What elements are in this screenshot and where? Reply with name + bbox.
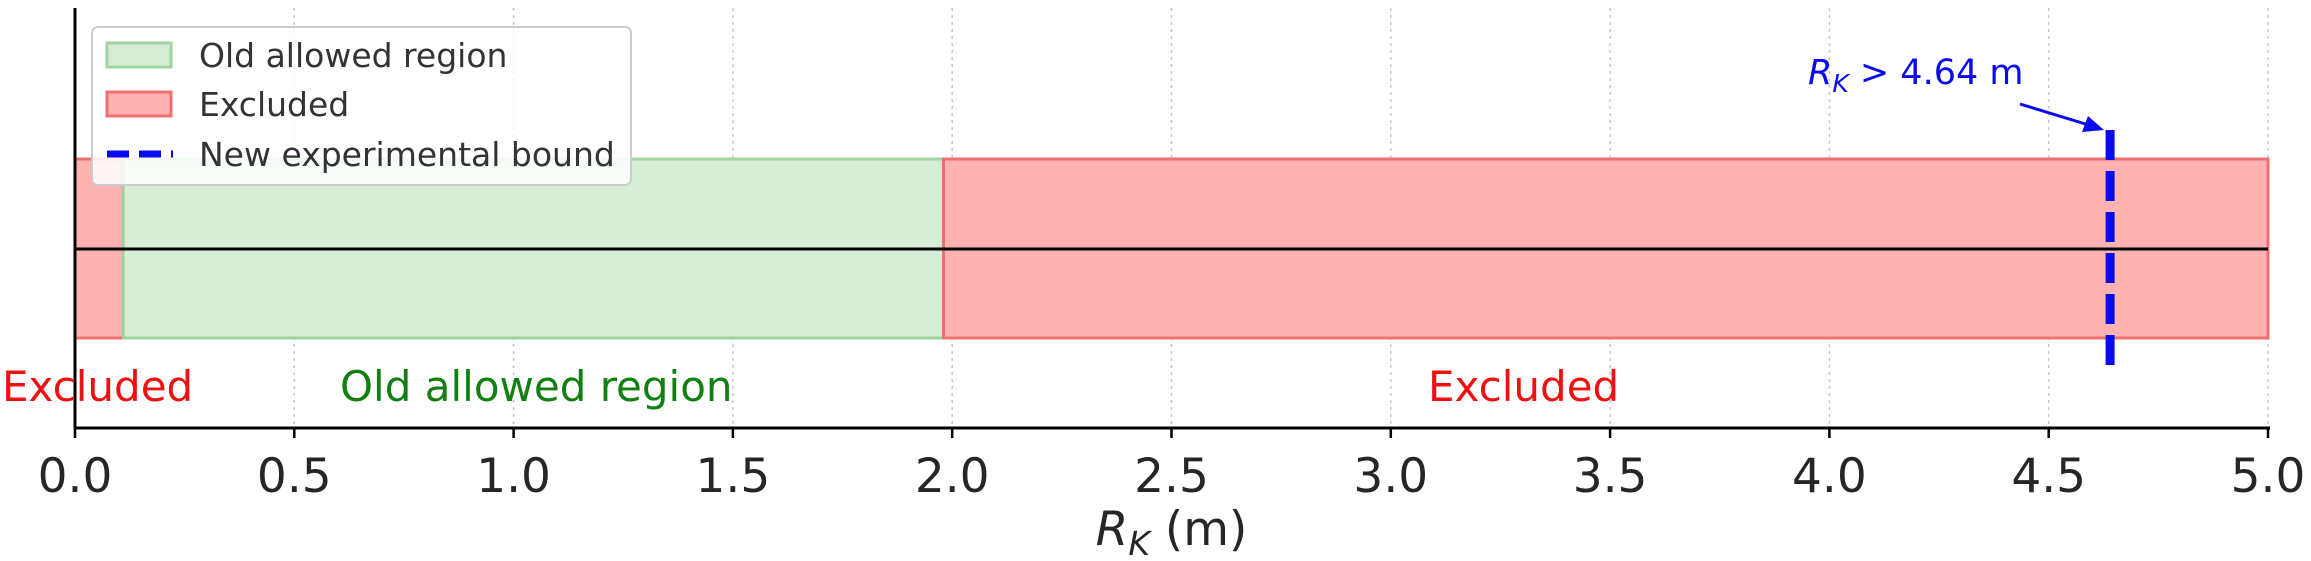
bound-group: RK > 4.64 m: [1808, 53, 2115, 368]
x-tick-label: 2.5: [1134, 449, 1209, 504]
legend-label-1: Excluded: [199, 85, 349, 124]
x-tick-label: 1.0: [476, 449, 551, 504]
legend: Old allowed region Excluded New experiment…: [91, 26, 632, 186]
annotation-arrow: [2019, 102, 2093, 128]
x-tick-label: 4.0: [1792, 449, 1867, 504]
x-tick-label: 0.5: [257, 449, 332, 504]
region-label-excluded-0: Excluded: [2, 362, 193, 411]
x-tick-label: 3.0: [1353, 449, 1428, 504]
annotation-arrowhead: [2082, 116, 2104, 132]
x-tick-label: 2.0: [915, 449, 990, 504]
region-label-excluded-2: Excluded: [1428, 362, 1619, 411]
bound-annotation: RK > 4.64 m: [1808, 53, 2023, 98]
x-axis-label: RK (m): [1096, 502, 1248, 561]
legend-box: [91, 26, 632, 186]
legend-label-2: New experimental bound: [199, 135, 615, 174]
x-tick-label: 5.0: [2231, 449, 2306, 504]
x-tick-label: 0.0: [38, 449, 113, 504]
legend-swatch-0: [105, 41, 173, 69]
region-label-old-allowed-1: Old allowed region: [340, 362, 733, 411]
region-labels: Excluded Old allowed region Excluded: [2, 362, 1619, 411]
x-tick-label: 4.5: [2011, 449, 2086, 504]
legend-label-0: Old allowed region: [199, 36, 507, 75]
x-tick-label: 1.5: [696, 449, 771, 504]
legend-swatch-1: [105, 90, 173, 118]
x-ticks: 0.0 0.5 1.0 1.5 2.0 2.5 3.0 3.5 4.0 4.5 5.0: [38, 428, 2306, 504]
x-tick-label: 3.5: [1573, 449, 1648, 504]
